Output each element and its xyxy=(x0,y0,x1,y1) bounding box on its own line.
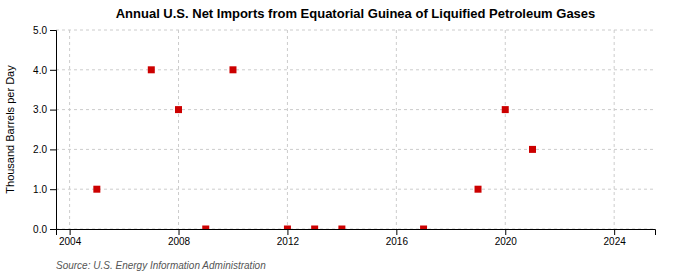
x-axis: 2004 2008 2012 2016 2020 2024 xyxy=(57,229,656,247)
tick-label: 2008 xyxy=(168,236,191,247)
tick-label: 2020 xyxy=(495,236,518,247)
grid-line xyxy=(56,149,655,150)
tick: 5.0 xyxy=(33,25,56,36)
tick: 2.0 xyxy=(33,144,56,155)
tick-label: 2024 xyxy=(604,236,627,247)
tick: 2012 xyxy=(277,229,300,247)
tick: 2008 xyxy=(168,229,191,247)
tick-mark xyxy=(50,229,56,230)
axis-line xyxy=(57,230,656,236)
grid-line xyxy=(56,30,655,31)
tick-label: 1.0 xyxy=(33,184,47,195)
tick-label: 3.0 xyxy=(33,104,47,115)
point xyxy=(93,186,100,193)
tick: 2016 xyxy=(386,229,409,247)
point xyxy=(148,66,155,73)
tick-label: 2016 xyxy=(386,236,409,247)
grid-line xyxy=(56,189,655,190)
grid-line xyxy=(178,30,179,229)
tick-label: 2012 xyxy=(277,236,300,247)
tick-mark xyxy=(50,30,56,31)
tick: 2024 xyxy=(604,229,627,247)
point xyxy=(420,226,427,230)
tick-label: 4.0 xyxy=(33,65,47,76)
tick: 1.0 xyxy=(33,184,56,195)
point xyxy=(311,226,318,230)
grid xyxy=(56,30,655,229)
title: Annual U.S. Net Imports from Equatorial … xyxy=(116,6,596,21)
point xyxy=(284,226,291,230)
grid-line xyxy=(396,30,397,229)
y-axis-title: Thousand Barrels per Day xyxy=(4,65,16,194)
grid-line xyxy=(56,69,655,70)
tick-mark xyxy=(287,229,288,235)
plot: 2004 2008 2012 2016 2020 2024 0.0 1.0 2.0 3.0 4.0 5… xyxy=(33,25,655,247)
tick-mark xyxy=(70,229,71,235)
tick: 2004 xyxy=(59,229,82,247)
point xyxy=(338,226,345,230)
tick: 0.0 xyxy=(33,224,56,235)
point xyxy=(502,106,509,113)
grid-line xyxy=(56,109,655,110)
tick-mark xyxy=(396,229,397,235)
point xyxy=(175,106,182,113)
point xyxy=(202,226,209,230)
tick-label: 5.0 xyxy=(33,25,47,36)
tick-mark xyxy=(505,229,506,235)
tick-mark xyxy=(50,149,56,150)
grid-line xyxy=(505,30,506,229)
tick: 4.0 xyxy=(33,65,56,76)
tick-mark xyxy=(50,110,56,111)
tick-mark xyxy=(50,189,56,190)
tick-label: 0.0 xyxy=(33,224,47,235)
grid-line xyxy=(69,30,70,229)
points xyxy=(93,66,536,229)
tick-mark xyxy=(179,229,180,235)
y-axis: 0.0 1.0 2.0 3.0 4.0 5.0 xyxy=(33,25,56,235)
grid-line xyxy=(614,30,615,229)
tick: 2020 xyxy=(495,229,518,247)
axis-line xyxy=(50,31,57,230)
point xyxy=(529,146,536,153)
source: Source: U.S. Energy Information Administ… xyxy=(56,260,266,271)
grid-line xyxy=(287,30,288,229)
tick: 3.0 xyxy=(33,104,56,115)
tick-label: 2004 xyxy=(59,236,82,247)
tick-mark xyxy=(50,70,56,71)
tick-label: 2.0 xyxy=(33,144,47,155)
point xyxy=(229,66,236,73)
point xyxy=(475,186,482,193)
tick-mark xyxy=(614,229,615,235)
chart: 2004 2008 2012 2016 2020 2024 0.0 1.0 2.0 3.0 4.0 5… xyxy=(0,0,675,275)
